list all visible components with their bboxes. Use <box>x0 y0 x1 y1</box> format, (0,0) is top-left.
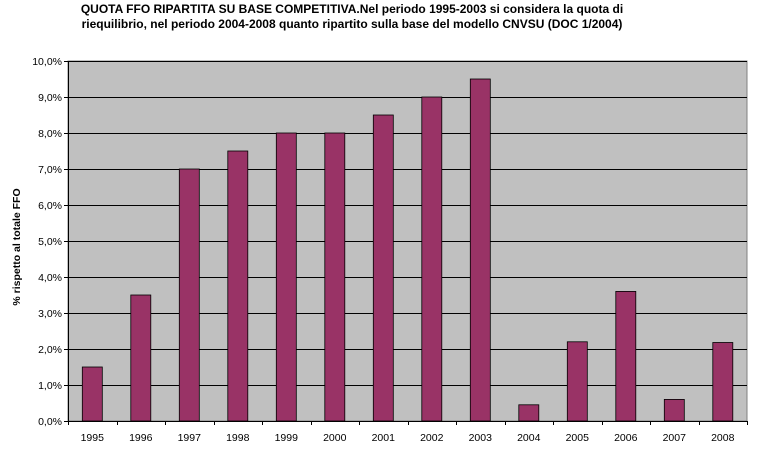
y-tick-label: 8,0% <box>38 128 62 140</box>
y-tick-labels: 0,0% 1,0% 2,0% 3,0% 4,0% 5,0% 6,0% 7,0% 8,0% 9,0%… <box>32 56 62 428</box>
y-tick-label: 6,0% <box>38 200 62 212</box>
chart-title-line-1: QUOTA FFO RIPARTITA SU BASE COMPETITIVA.… <box>81 2 623 16</box>
y-tick-label: 5,0% <box>38 236 62 248</box>
chart-title-line-2: riequilibrio, nel periodo 2004-2008 quan… <box>82 17 623 31</box>
bar-2000 <box>324 132 346 422</box>
x-tick-label: 1998 <box>226 432 250 444</box>
y-tick-label: 1,0% <box>38 380 62 392</box>
x-tick-label: 2006 <box>614 432 638 444</box>
bar-2006 <box>615 290 637 422</box>
y-tick-label: 0,0% <box>38 416 62 428</box>
y-tick-label: 9,0% <box>38 92 62 104</box>
x-tick-label: 1999 <box>275 432 299 444</box>
bar-1997 <box>178 168 200 422</box>
x-tick-labels: 1995 1996 1997 1998 1999 2000 2001 2002 2003 2004… <box>81 432 735 444</box>
y-tick-label: 2,0% <box>38 344 62 356</box>
bar-2007 <box>663 398 685 422</box>
x-tick-label: 2004 <box>517 432 541 444</box>
x-tick-label: 1996 <box>129 432 153 444</box>
axes <box>64 61 748 425</box>
x-tick-label: 2002 <box>420 432 444 444</box>
bar-1999 <box>275 132 297 422</box>
bar-2008 <box>712 342 734 422</box>
bar-2001 <box>372 114 394 422</box>
bar-2003 <box>469 78 491 422</box>
bar-2002 <box>421 96 443 422</box>
y-tick-label: 10,0% <box>32 56 62 68</box>
bar-1995 <box>81 366 103 422</box>
bar-2004 <box>518 404 540 422</box>
bars <box>81 78 734 422</box>
x-tick-label: 2003 <box>469 432 493 444</box>
y-tick-label: 7,0% <box>38 164 62 176</box>
x-tick-label: 2005 <box>566 432 590 444</box>
bar-1996 <box>130 294 152 422</box>
x-tick-label: 1995 <box>81 432 105 444</box>
chart-title: QUOTA FFO RIPARTITA SU BASE COMPETITIVA.… <box>81 2 623 31</box>
y-tick-label: 3,0% <box>38 308 62 320</box>
x-tick-label: 1997 <box>178 432 202 444</box>
x-tick-label: 2001 <box>372 432 396 444</box>
y-axis-title: % rispetto al totale FFO <box>11 188 23 305</box>
x-tick-label: 2007 <box>663 432 687 444</box>
bar-2005 <box>566 341 588 422</box>
x-tick-label: 2000 <box>323 432 347 444</box>
y-tick-label: 4,0% <box>38 272 62 284</box>
bar-1998 <box>227 150 249 422</box>
x-tick-label: 2008 <box>711 432 735 444</box>
